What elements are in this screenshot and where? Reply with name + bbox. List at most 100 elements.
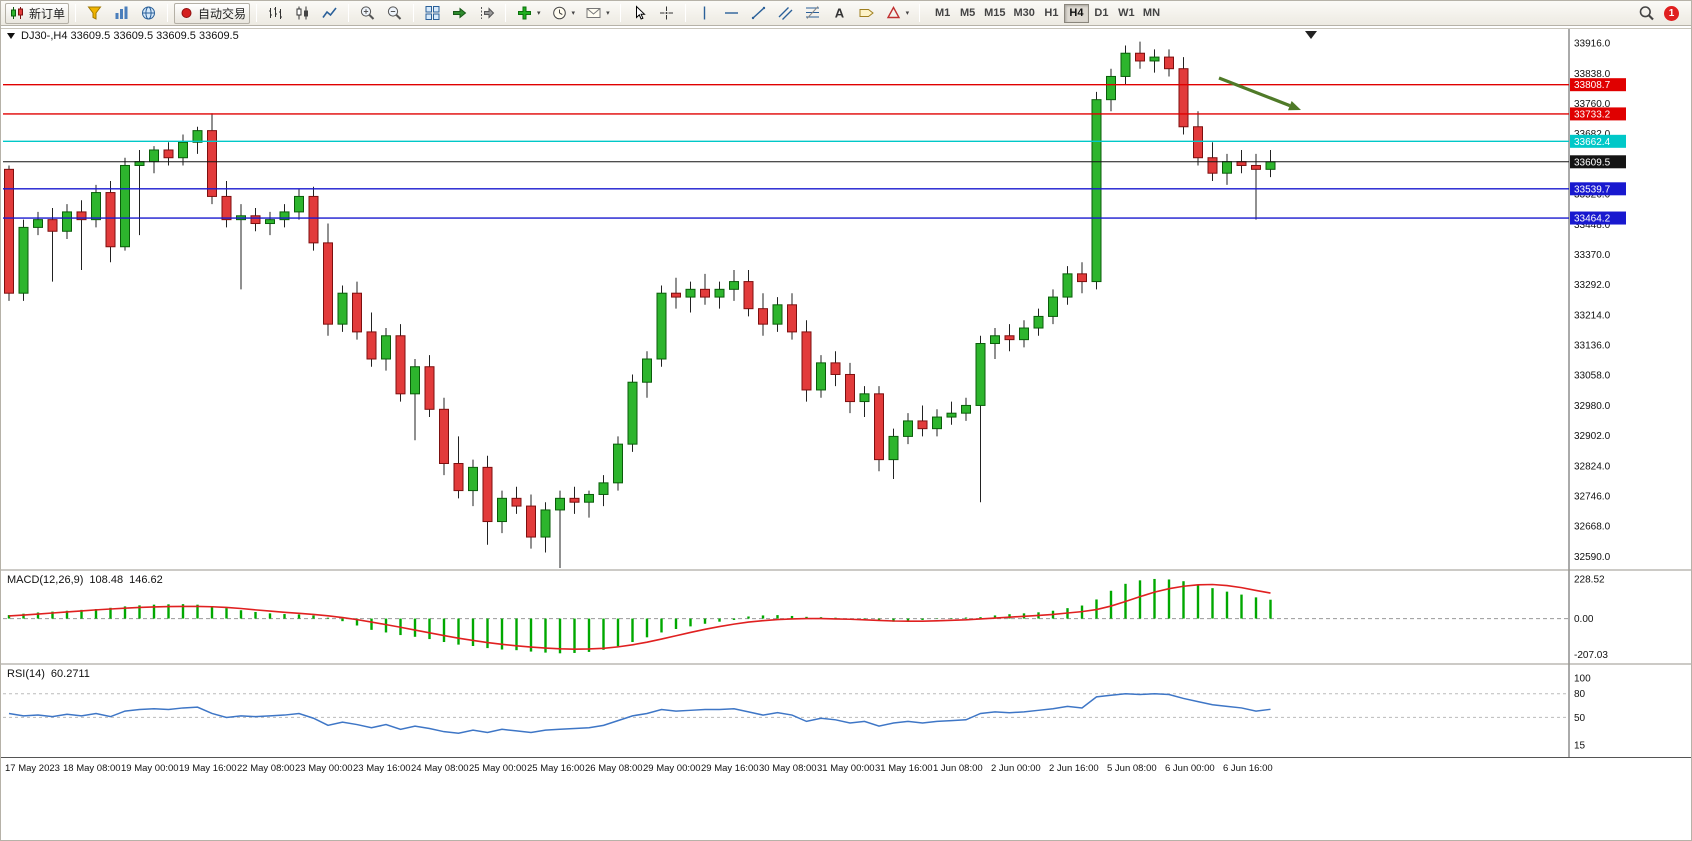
svg-text:33733.2: 33733.2 bbox=[1574, 109, 1611, 120]
chart-canvas[interactable]: 33916.033838.033760.033682.033604.033526… bbox=[1, 26, 1692, 841]
svg-text:19 May 16:00: 19 May 16:00 bbox=[179, 763, 237, 774]
rsi-name: RSI(14) bbox=[7, 668, 45, 680]
svg-text:23 May 00:00: 23 May 00:00 bbox=[295, 763, 353, 774]
macd-axis[interactable]: 228.52 0.00 -207.03 bbox=[1574, 574, 1608, 661]
search-icon[interactable] bbox=[1638, 5, 1655, 21]
timeframe-m15-button[interactable]: M15 bbox=[984, 7, 1006, 19]
market-watch-button[interactable] bbox=[109, 3, 134, 24]
macd-signal-line bbox=[8, 583, 1271, 650]
templates-button[interactable]: ▾ bbox=[581, 3, 614, 24]
trend-arrow-annotation[interactable] bbox=[1218, 76, 1301, 111]
svg-text:33808.7: 33808.7 bbox=[1574, 80, 1611, 91]
shapes-tool-button[interactable]: ▾ bbox=[881, 3, 914, 24]
clock-icon bbox=[552, 6, 566, 20]
crosshair-icon bbox=[659, 6, 673, 20]
globe-icon bbox=[142, 6, 156, 20]
periods-button[interactable]: ▾ bbox=[547, 3, 580, 24]
svg-text:32902.0: 32902.0 bbox=[1574, 431, 1611, 442]
new-order-button[interactable]: 新订单 bbox=[5, 2, 70, 24]
svg-text:33136.0: 33136.0 bbox=[1574, 341, 1611, 352]
crosshair-tool-button[interactable] bbox=[654, 3, 679, 24]
autoscroll-button[interactable] bbox=[447, 3, 472, 24]
line-chart-button[interactable] bbox=[317, 3, 342, 24]
candlestick-chart-button[interactable] bbox=[290, 3, 315, 24]
zoom-in-button[interactable] bbox=[355, 3, 380, 24]
svg-text:23 May 16:00: 23 May 16:00 bbox=[353, 763, 411, 774]
cursor-tool-button[interactable] bbox=[627, 3, 652, 24]
svg-text:100: 100 bbox=[1574, 673, 1591, 684]
dropdown-caret-icon: ▾ bbox=[606, 10, 610, 17]
bar-chart-button[interactable] bbox=[263, 3, 288, 24]
rsi-value: 60.2711 bbox=[50, 668, 90, 680]
chart-shift-marker-icon[interactable] bbox=[1305, 31, 1317, 39]
shapes-icon bbox=[886, 6, 900, 19]
svg-text:33464.2: 33464.2 bbox=[1574, 214, 1611, 225]
timeframe-w1-button[interactable]: W1 bbox=[1118, 7, 1135, 19]
timeframe-m30-button[interactable]: M30 bbox=[1013, 7, 1035, 19]
timeframe-mn-button[interactable]: MN bbox=[1142, 7, 1161, 19]
chart-window: 33916.033838.033760.033682.033604.033526… bbox=[1, 26, 1692, 841]
svg-text:33682.0: 33682.0 bbox=[1574, 129, 1611, 140]
tile-windows-button[interactable] bbox=[420, 3, 445, 24]
svg-text:30 May 08:00: 30 May 08:00 bbox=[759, 763, 817, 774]
zoom-out-button[interactable] bbox=[382, 3, 407, 24]
svg-text:29 May 00:00: 29 May 00:00 bbox=[643, 763, 701, 774]
fibonacci-tool-button[interactable] bbox=[800, 3, 825, 24]
candlestick-icon bbox=[296, 6, 309, 20]
symbol-period-ohlc: DJ30-,H4 33609.5 33609.5 33609.5 33609.5 bbox=[21, 30, 239, 42]
dropdown-caret-icon: ▾ bbox=[905, 10, 910, 17]
timeframe-h1-button[interactable]: H1 bbox=[1044, 7, 1059, 19]
toolbar-separator bbox=[167, 4, 169, 22]
trendline-icon bbox=[751, 6, 765, 20]
svg-text:33662.4: 33662.4 bbox=[1574, 137, 1611, 148]
timeframe-m5-button[interactable]: M5 bbox=[959, 7, 976, 19]
text-tool-button[interactable]: A bbox=[827, 3, 852, 24]
notification-badge[interactable]: 1 bbox=[1664, 5, 1679, 21]
vline-icon bbox=[703, 6, 705, 20]
candlestick-series bbox=[4, 41, 1276, 568]
funnel-tool-button[interactable] bbox=[82, 3, 107, 24]
label-tool-button[interactable] bbox=[854, 3, 879, 24]
svg-text:0.00: 0.00 bbox=[1574, 614, 1594, 625]
one-click-trading-arrow-icon[interactable] bbox=[7, 33, 15, 39]
mail-icon bbox=[586, 8, 601, 18]
vertical-line-tool-button[interactable] bbox=[692, 3, 717, 24]
svg-text:6 Jun 16:00: 6 Jun 16:00 bbox=[1223, 763, 1273, 774]
svg-text:15: 15 bbox=[1574, 741, 1586, 752]
svg-text:1 Jun 08:00: 1 Jun 08:00 bbox=[933, 763, 983, 774]
autotrading-button[interactable]: 自动交易 bbox=[174, 2, 251, 24]
label-icon bbox=[859, 9, 874, 17]
svg-text:24 May 08:00: 24 May 08:00 bbox=[411, 763, 469, 774]
svg-text:33448.0: 33448.0 bbox=[1574, 220, 1611, 231]
rsi-axis[interactable]: 100 80 50 15 bbox=[1574, 673, 1591, 751]
chart-ohlc-readout: DJ30-,H4 33609.5 33609.5 33609.5 33609.5 bbox=[7, 30, 239, 42]
horizontal-line-tool-button[interactable] bbox=[719, 3, 744, 24]
timeframe-d1-button[interactable]: D1 bbox=[1094, 7, 1109, 19]
macd-signal-value: 146.62 bbox=[129, 574, 163, 586]
svg-text:22 May 08:00: 22 May 08:00 bbox=[237, 763, 295, 774]
web-terminal-button[interactable] bbox=[136, 3, 161, 24]
svg-text:19 May 00:00: 19 May 00:00 bbox=[121, 763, 179, 774]
chart-shift-icon bbox=[481, 7, 495, 19]
toolbar-separator bbox=[919, 4, 921, 22]
fibonacci-icon bbox=[805, 6, 819, 19]
line-chart-icon bbox=[322, 7, 337, 18]
timeframe-m1-button[interactable]: M1 bbox=[934, 7, 951, 19]
svg-text:31 May 00:00: 31 May 00:00 bbox=[817, 763, 875, 774]
price-badge: 33539.7 bbox=[1570, 182, 1626, 196]
channel-tool-button[interactable] bbox=[773, 3, 798, 24]
toolbar-separator bbox=[413, 4, 415, 22]
timeframe-group: M1 M5 M15 M30 H1 H4 D1 W1 MN bbox=[930, 3, 1164, 23]
svg-text:33609.5: 33609.5 bbox=[1574, 157, 1611, 168]
svg-text:32746.0: 32746.0 bbox=[1574, 492, 1611, 503]
svg-text:25 May 00:00: 25 May 00:00 bbox=[469, 763, 527, 774]
bar-chart-icon bbox=[269, 7, 283, 19]
svg-text:33760.0: 33760.0 bbox=[1574, 99, 1611, 110]
chart-shift-button[interactable] bbox=[474, 3, 499, 24]
autotrade-icon bbox=[181, 8, 192, 18]
time-axis[interactable]: 17 May 2023 18 May 08:00 19 May 00:00 19 Ma… bbox=[5, 763, 1273, 774]
timeframe-h4-button[interactable]: H4 bbox=[1063, 3, 1089, 23]
toolbar-separator bbox=[619, 4, 621, 22]
trendline-tool-button[interactable] bbox=[746, 3, 771, 24]
indicators-button[interactable]: ▾ bbox=[512, 3, 545, 24]
